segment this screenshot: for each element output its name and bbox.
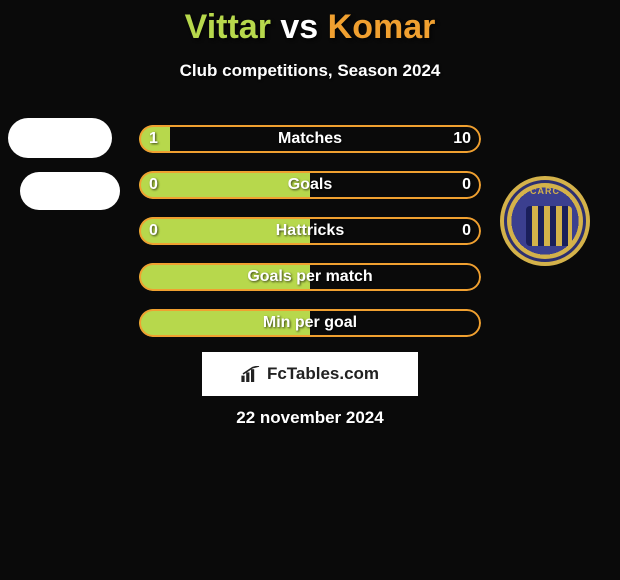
stat-label: Hattricks (139, 217, 481, 245)
stat-row: Goals per match (139, 263, 481, 291)
branding-text: FcTables.com (267, 364, 379, 384)
vs-text: vs (280, 8, 318, 46)
player1-name: Vittar (185, 8, 271, 46)
stat-label: Matches (139, 125, 481, 153)
player1-club-placeholder (20, 172, 120, 210)
stat-label: Goals per match (139, 263, 481, 291)
stat-row: 1 Matches 10 (139, 125, 481, 153)
stat-label: Min per goal (139, 309, 481, 337)
date-text: 22 november 2024 (0, 408, 620, 428)
stat-row: 0 Goals 0 (139, 171, 481, 199)
player2-club-badge (500, 176, 590, 266)
page-title: Vittar vs Komar (0, 0, 620, 47)
chart-icon (241, 366, 261, 382)
badge-stripes (526, 206, 572, 246)
stat-right-value: 10 (443, 125, 481, 153)
player2-name: Komar (328, 8, 436, 46)
player1-avatar-placeholder (8, 118, 112, 158)
stat-right-value: 0 (452, 171, 481, 199)
stat-row: 0 Hattricks 0 (139, 217, 481, 245)
subtitle: Club competitions, Season 2024 (0, 61, 620, 81)
stat-right-value: 0 (452, 217, 481, 245)
stat-label: Goals (139, 171, 481, 199)
branding-box: FcTables.com (202, 352, 418, 396)
stat-bars: 1 Matches 10 0 Goals 0 0 Hattricks 0 Goa… (139, 125, 481, 355)
stat-row: Min per goal (139, 309, 481, 337)
